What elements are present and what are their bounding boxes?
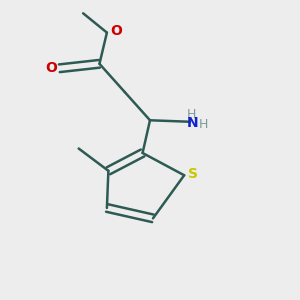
Text: N: N [187,116,198,130]
Text: H: H [199,118,208,131]
Text: H: H [187,108,196,121]
Text: O: O [45,61,57,75]
Text: O: O [110,24,122,38]
Text: S: S [188,167,198,181]
